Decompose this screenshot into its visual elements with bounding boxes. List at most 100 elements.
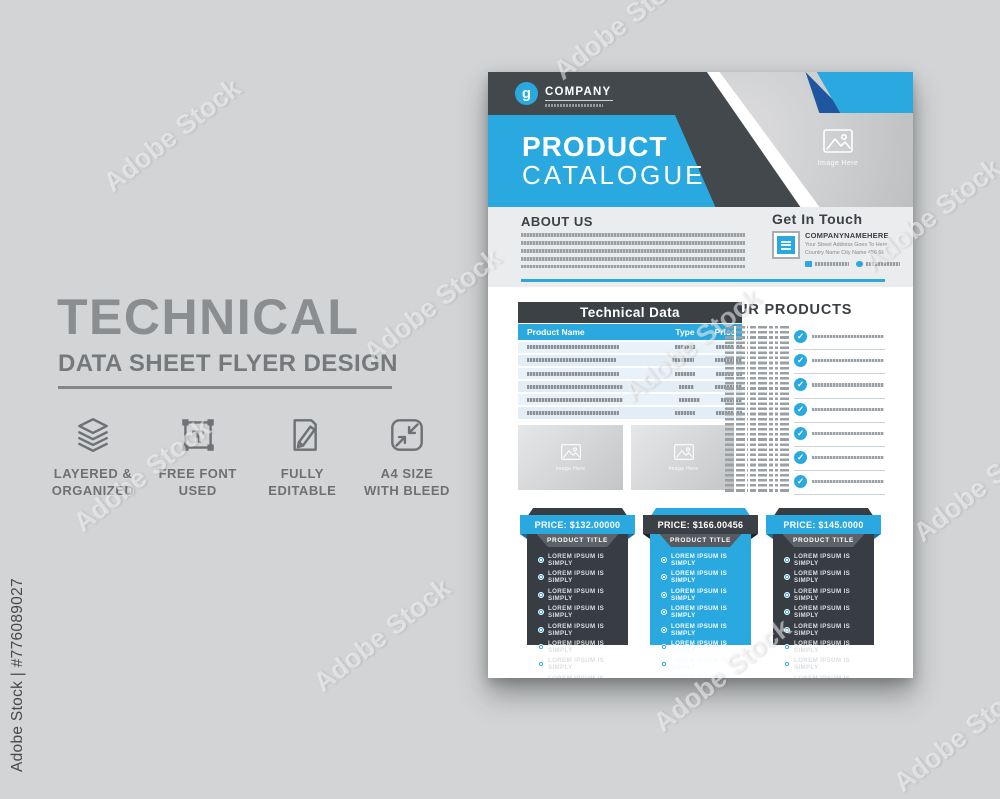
watermark: Adobe Stock (907, 422, 1000, 548)
price-ribbon: PRICE: $145.0000 (766, 515, 881, 534)
card-body: PRODUCT TITLE LOREM IPSUM IS SIMPLY LOREM… (527, 533, 628, 678)
feature-label: A4 SIZE WITH BLEED (364, 466, 450, 499)
feature-font: T FREE FONT USED (149, 414, 247, 499)
hero-title-band (488, 115, 716, 207)
feature-label: FULLY EDITABLE (268, 466, 337, 499)
bullet-icon (661, 574, 667, 581)
card-feature-list: LOREM IPSUM IS SIMPLY LOREM IPSUM IS SIMP… (773, 547, 874, 678)
bullet-icon (538, 609, 544, 616)
check-icon: ✓ (794, 378, 807, 392)
card-body: PRODUCT TITLE LOREM IPSUM IS SIMPLY LOREM… (773, 533, 874, 678)
bullet-icon (661, 626, 667, 633)
bullet-icon (538, 557, 544, 563)
product-title-band: PRODUCT TITLE (782, 534, 865, 547)
list-item: LOREM IPSUM IS SIMPLY (784, 570, 865, 584)
ribbon-fold (643, 534, 650, 539)
card-top-tab (527, 508, 628, 517)
list-item: LOREM IPSUM IS SIMPLY (661, 553, 742, 567)
card-top-tab (773, 508, 874, 517)
price-card-2: PRICE: $166.00456 PRODUCT TITLE LOREM IP… (643, 508, 758, 678)
card-top-tab (650, 508, 751, 517)
ribbon-fold (628, 534, 635, 539)
greeked-text-line (521, 249, 745, 253)
bullet-icon (661, 661, 667, 668)
table-row (518, 393, 742, 406)
design-title: TECHNICAL (57, 289, 360, 345)
subtitle-underline (58, 386, 392, 389)
bullet-icon (661, 591, 667, 598)
logo-mark: g (515, 82, 538, 105)
list-item: LOREM IPSUM IS SIMPLY (661, 640, 742, 654)
greeked-text-line (521, 241, 745, 245)
list-item: LOREM IPSUM IS SIMPLY (661, 605, 742, 619)
list-item: LOREM IPSUM IS SIMPLY (538, 657, 619, 671)
bullet-icon (661, 557, 667, 563)
list-item: LOREM IPSUM IS SIMPLY (538, 675, 619, 678)
bullet-icon (538, 626, 544, 633)
ribbon-fold (751, 534, 758, 539)
feature-editable: FULLY EDITABLE (253, 414, 351, 499)
checklist-item: ✓ (794, 423, 885, 447)
bullet-icon (538, 591, 544, 598)
price-card-3: PRICE: $145.0000 PRODUCT TITLE LOREM IPS… (766, 508, 881, 678)
feature-layered: LAYERED & ORGANIZED (44, 414, 142, 499)
check-icon: ✓ (794, 450, 807, 464)
list-item: LOREM IPSUM IS SIMPLY (661, 623, 742, 637)
image-here-placeholder: Image Here (795, 129, 881, 167)
list-item: LOREM IPSUM IS SIMPLY (784, 675, 865, 678)
check-icon: ✓ (794, 475, 807, 489)
column-price: Price (708, 327, 742, 337)
check-icon: ✓ (794, 426, 807, 440)
envelope-icon (805, 261, 812, 267)
bullet-icon (784, 574, 790, 581)
font-frame-icon: T (149, 414, 247, 456)
bullet-icon (784, 643, 790, 650)
greeked-text-line (521, 264, 745, 269)
table-title: Technical Data (518, 302, 742, 323)
table-row (518, 354, 742, 367)
table-row (518, 407, 742, 419)
price-card-1: PRICE: $132.00000 PRODUCT TITLE LOREM IP… (520, 508, 635, 678)
blue-divider-line (521, 278, 885, 282)
resize-icon (358, 414, 456, 456)
watermark: Adobe Stock (887, 672, 1000, 798)
column-type: Type (675, 327, 695, 337)
checklist-item: ✓ (794, 350, 885, 375)
feature-a4: A4 SIZE WITH BLEED (358, 414, 456, 499)
contact-address: Your Street Address Goes To Here Country… (805, 242, 888, 257)
list-item: LOREM IPSUM IS SIMPLY (784, 623, 865, 637)
image-placeholder-icon (560, 443, 581, 465)
ribbon-fold (520, 534, 527, 539)
list-item: LOREM IPSUM IS SIMPLY (784, 605, 865, 619)
logo-tagline-greeked (545, 104, 603, 107)
bullet-icon (784, 609, 790, 616)
get-in-touch: Get In Touch COMPANYNAMEHERE Your Street… (772, 211, 900, 268)
image-here-placeholder: Image Here (631, 425, 736, 490)
bullet-icon (538, 661, 544, 668)
flyer-page: g COMPANY PRODUCT CATALOGUE (488, 72, 913, 678)
product-photos: Image Here Image Here (518, 425, 736, 490)
feature-label: LAYERED & ORGANIZED (51, 466, 135, 499)
contact-website (856, 260, 900, 268)
check-icon: ✓ (794, 330, 807, 343)
list-item: LOREM IPSUM IS SIMPLY (784, 657, 865, 671)
qr-code (772, 231, 800, 259)
checklist-item: ✓ (794, 447, 885, 472)
product-checklist: ✓ ✓ ✓ ✓ ✓ ✓ ✓ (794, 326, 885, 496)
svg-text:T: T (192, 426, 204, 446)
about-heading: ABOUT US (521, 214, 593, 229)
design-subtitle: DATA SHEET FLYER DESIGN (58, 350, 398, 377)
feature-list: LAYERED & ORGANIZED T FREE FONT USED (44, 414, 456, 499)
stock-preview-canvas: TECHNICAL DATA SHEET FLYER DESIGN LAYERE… (9, 0, 1000, 798)
bullet-icon (538, 574, 544, 581)
stock-credit-id: Adobe Stock | #776089027 (9, 578, 26, 772)
checklist-item: ✓ (794, 326, 885, 351)
bullet-icon (784, 661, 790, 668)
globe-icon (856, 260, 863, 268)
list-item: LOREM IPSUM IS SIMPLY (661, 588, 742, 602)
company-logo: g COMPANY (515, 82, 614, 107)
watermark: Adobe Stock (307, 572, 457, 698)
list-item: LOREM IPSUM IS SIMPLY (538, 640, 619, 654)
our-products-section: OUR PRODUCTS ✓ ✓ ✓ ✓ ✓ ✓ ✓ (725, 302, 885, 496)
list-item: LOREM IPSUM IS SIMPLY (538, 623, 619, 637)
